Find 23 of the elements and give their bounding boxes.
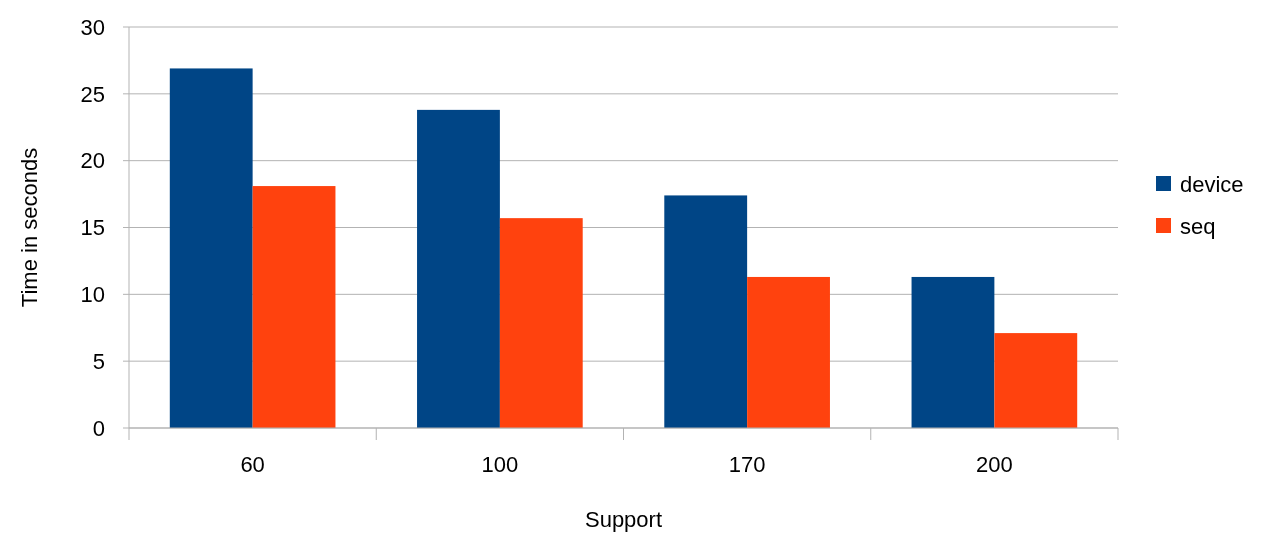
bar [252, 186, 336, 428]
bar [911, 276, 995, 428]
legend-label: device [1180, 171, 1244, 197]
y-tick-label: 30 [80, 14, 105, 40]
y-tick-label: 5 [92, 348, 105, 374]
x-tick-label: 200 [976, 452, 1013, 477]
x-tick-label: 170 [728, 452, 766, 477]
bar [417, 109, 500, 428]
y-tick-label: 25 [80, 81, 105, 107]
x-tick-label: 60 [240, 452, 265, 477]
bar [169, 68, 253, 428]
y-tick-label: 20 [80, 148, 105, 174]
bar [664, 195, 748, 428]
bar [994, 333, 1078, 428]
bar [747, 276, 830, 428]
y-axis-title: Time in seconds [17, 147, 42, 308]
legend-label: seq [1180, 213, 1216, 239]
bar [499, 218, 583, 428]
x-tick-label: 100 [481, 452, 519, 477]
y-tick-label: 0 [92, 415, 105, 441]
y-tick-label: 10 [80, 282, 105, 308]
y-tick-label: 15 [80, 215, 105, 241]
x-axis-title: Support [584, 507, 663, 532]
